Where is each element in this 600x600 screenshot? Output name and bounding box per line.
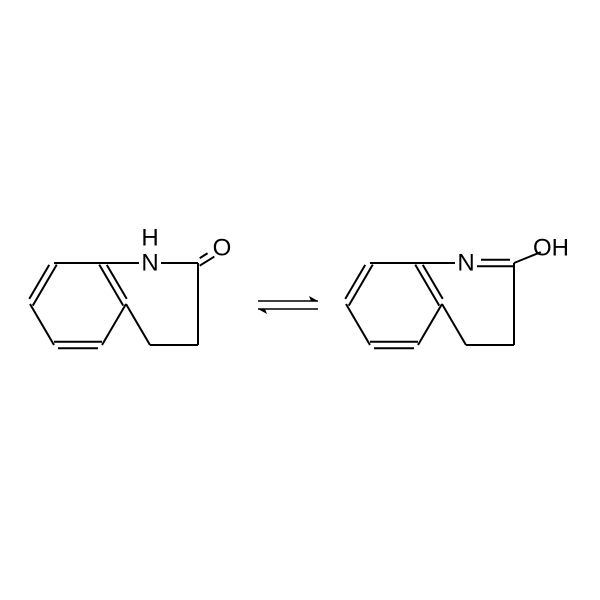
right-molecule: N OH xyxy=(345,235,569,349)
atom-label: OH xyxy=(533,235,569,262)
chemical-diagram: NHONOH xyxy=(0,0,600,600)
left-molecule: NH O xyxy=(29,225,231,349)
atom-label: O xyxy=(213,235,232,262)
atom-label: H xyxy=(141,225,158,252)
atom-label: N xyxy=(457,250,474,277)
equilibrium-arrow xyxy=(258,296,318,314)
atom-label: N xyxy=(141,250,158,277)
